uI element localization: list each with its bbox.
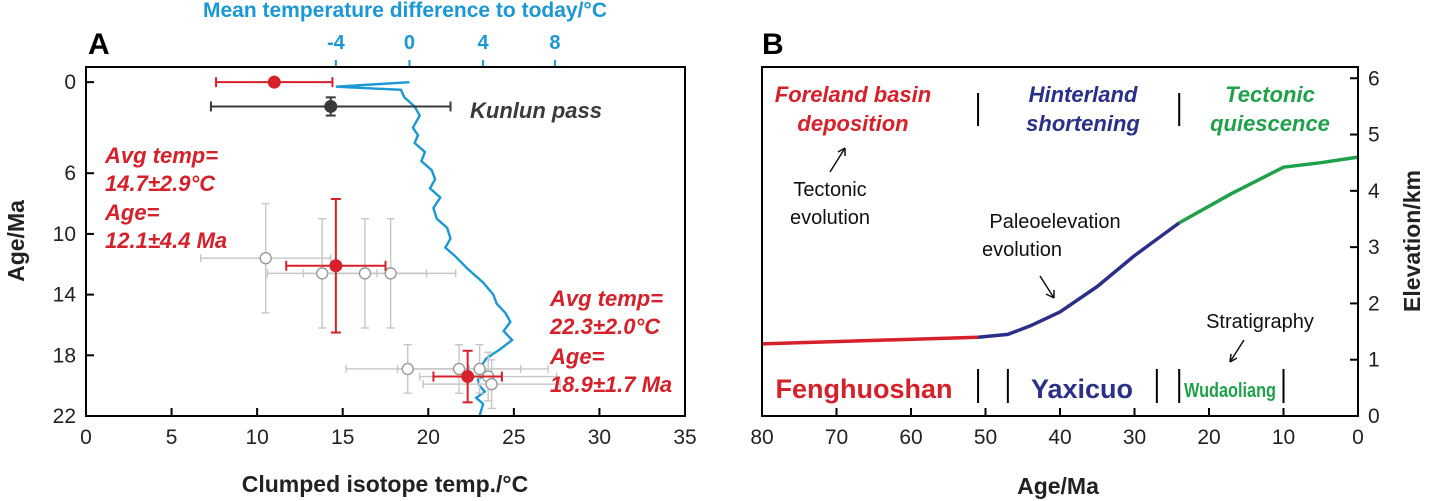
sample-point	[358, 267, 372, 280]
sample-point	[384, 267, 397, 280]
y-tick-label: 0	[64, 71, 76, 94]
x-tick-label: 25	[502, 426, 525, 449]
y-tick-label: 2	[1368, 292, 1380, 315]
y-tick-label: 10	[53, 223, 76, 246]
x-tick-label: 5	[166, 426, 178, 449]
panel-a-label: A	[88, 28, 110, 61]
x-tick-label: 0	[1352, 426, 1364, 449]
top-tick-label: 0	[404, 32, 415, 54]
stratigraphy-arrow-head-icon	[1229, 353, 1238, 363]
left-avg-temp-value: 14.7±2.9°C	[105, 171, 216, 196]
x-tick-label: 10	[245, 426, 268, 449]
panel-b-frame	[761, 66, 1359, 417]
y-tick-label: 4	[1368, 180, 1380, 203]
kunlun-pass-label: Kunlun pass	[470, 98, 602, 123]
y-tick-label: 0	[1368, 405, 1380, 428]
elevation-series-line	[977, 221, 1181, 339]
y-tick-label: 3	[1368, 236, 1380, 259]
paleoelevation-label-2: evolution	[982, 239, 1062, 261]
foreland-label-1: Foreland basin	[775, 82, 931, 107]
tectonic-label-1: Tectonic	[1225, 82, 1315, 107]
x-tick-label: 35	[673, 426, 696, 449]
sample-point	[452, 362, 466, 376]
x-tick-label: 60	[899, 426, 922, 449]
x-tick-label: 20	[1197, 426, 1220, 449]
paleoelevation-label-1: Paleoelevation	[989, 211, 1120, 233]
stratigraphy-label: Stratigraphy	[1206, 311, 1314, 333]
yaxicuo-label: Yaxicuo	[1031, 374, 1133, 404]
x-tick-label: 20	[417, 426, 440, 449]
x-tick-label: 15	[331, 426, 354, 449]
panel-a-xlabel: Clumped isotope temp./°C	[242, 471, 529, 497]
panel-b-xlabel: Age/Ma	[1017, 473, 1099, 499]
paleo-arrow-head-icon	[1045, 290, 1055, 299]
x-tick-label: 70	[825, 426, 848, 449]
tectonic-arrow-line	[829, 147, 846, 173]
temperature-curve-line	[335, 81, 514, 417]
sample-point	[473, 362, 486, 376]
panel-a-axes: 0 5 10 15 20 25 30 35 0 6 10 14 18 22	[53, 71, 697, 449]
top-tick-label: -4	[327, 32, 346, 54]
x-tick-label: 40	[1048, 426, 1071, 449]
x-tick-label: 30	[1123, 426, 1146, 449]
sample-point	[315, 267, 329, 280]
average-point	[329, 259, 343, 273]
x-tick-label: 50	[974, 426, 997, 449]
sample-points	[199, 202, 561, 410]
temperature-curve	[335, 81, 514, 417]
top-tick-label: 4	[477, 32, 489, 54]
tectonic-arrow-head-icon	[837, 147, 846, 156]
panel-b-label: B	[762, 28, 784, 61]
sample-point	[401, 362, 414, 376]
average-points	[209, 75, 503, 404]
fenghuoshan-label: Fenghuoshan	[776, 374, 953, 404]
y-tick-label: 1	[1368, 349, 1380, 372]
foreland-label-2: deposition	[797, 111, 908, 136]
wudaoliang-label: Wudaoliang	[1184, 380, 1276, 402]
elevation-series-line	[761, 335, 979, 346]
tectonic-label-2: quiescence	[1210, 111, 1330, 136]
x-tick-label: 0	[80, 426, 92, 449]
tectonic-evolution-label-1: Tectonic	[793, 179, 866, 201]
kunlun-point	[324, 99, 338, 113]
panel-b-ylabel: Elevation/km	[1399, 170, 1425, 312]
elevation-series-line	[1178, 155, 1359, 225]
panel-a-frame	[85, 66, 686, 417]
left-age-value: 12.1±4.4 Ma	[105, 228, 227, 253]
y-tick-label: 6	[64, 162, 76, 185]
sample-point	[259, 251, 272, 265]
top-axis-title: Mean temperature difference to today/°C	[203, 0, 607, 22]
hinterland-label-2: shortening	[1026, 111, 1140, 136]
x-tick-label: 30	[588, 426, 611, 449]
x-tick-label: 80	[750, 426, 773, 449]
left-age-label: Age=	[104, 200, 160, 225]
tectonic-evolution-label-2: evolution	[790, 207, 870, 229]
y-tick-label: 14	[53, 284, 77, 307]
average-point	[461, 370, 475, 384]
panel-b-axes: 80 70 60 50 40 30 20 10 00 1 2 3 4 5 6	[750, 67, 1380, 449]
panel-a-ylabel: Age/Ma	[3, 200, 29, 282]
average-point	[267, 75, 281, 89]
stage-dividers	[977, 93, 1285, 403]
sample-point	[485, 377, 498, 391]
right-avg-temp-label: Avg temp=	[549, 286, 663, 311]
top-tick-label: 8	[549, 32, 560, 54]
stratigraphy-arrow-line	[1229, 339, 1245, 363]
y-tick-label: 6	[1368, 67, 1380, 90]
right-age-label: Age=	[549, 344, 605, 369]
x-tick-label: 10	[1272, 426, 1295, 449]
right-avg-temp-value: 22.3±2.0°C	[549, 314, 661, 339]
top-axis: -4 0 4 8	[327, 32, 560, 67]
hinterland-label-1: Hinterland	[1029, 82, 1138, 107]
paleo-arrow-line	[1039, 275, 1055, 299]
left-avg-temp-label: Avg temp=	[104, 143, 218, 168]
elevation-curve	[761, 155, 1359, 346]
y-tick-label: 5	[1368, 124, 1380, 147]
right-age-value: 18.9±1.7 Ma	[550, 372, 672, 397]
y-tick-label: 22	[53, 405, 76, 428]
y-tick-label: 18	[53, 344, 76, 367]
